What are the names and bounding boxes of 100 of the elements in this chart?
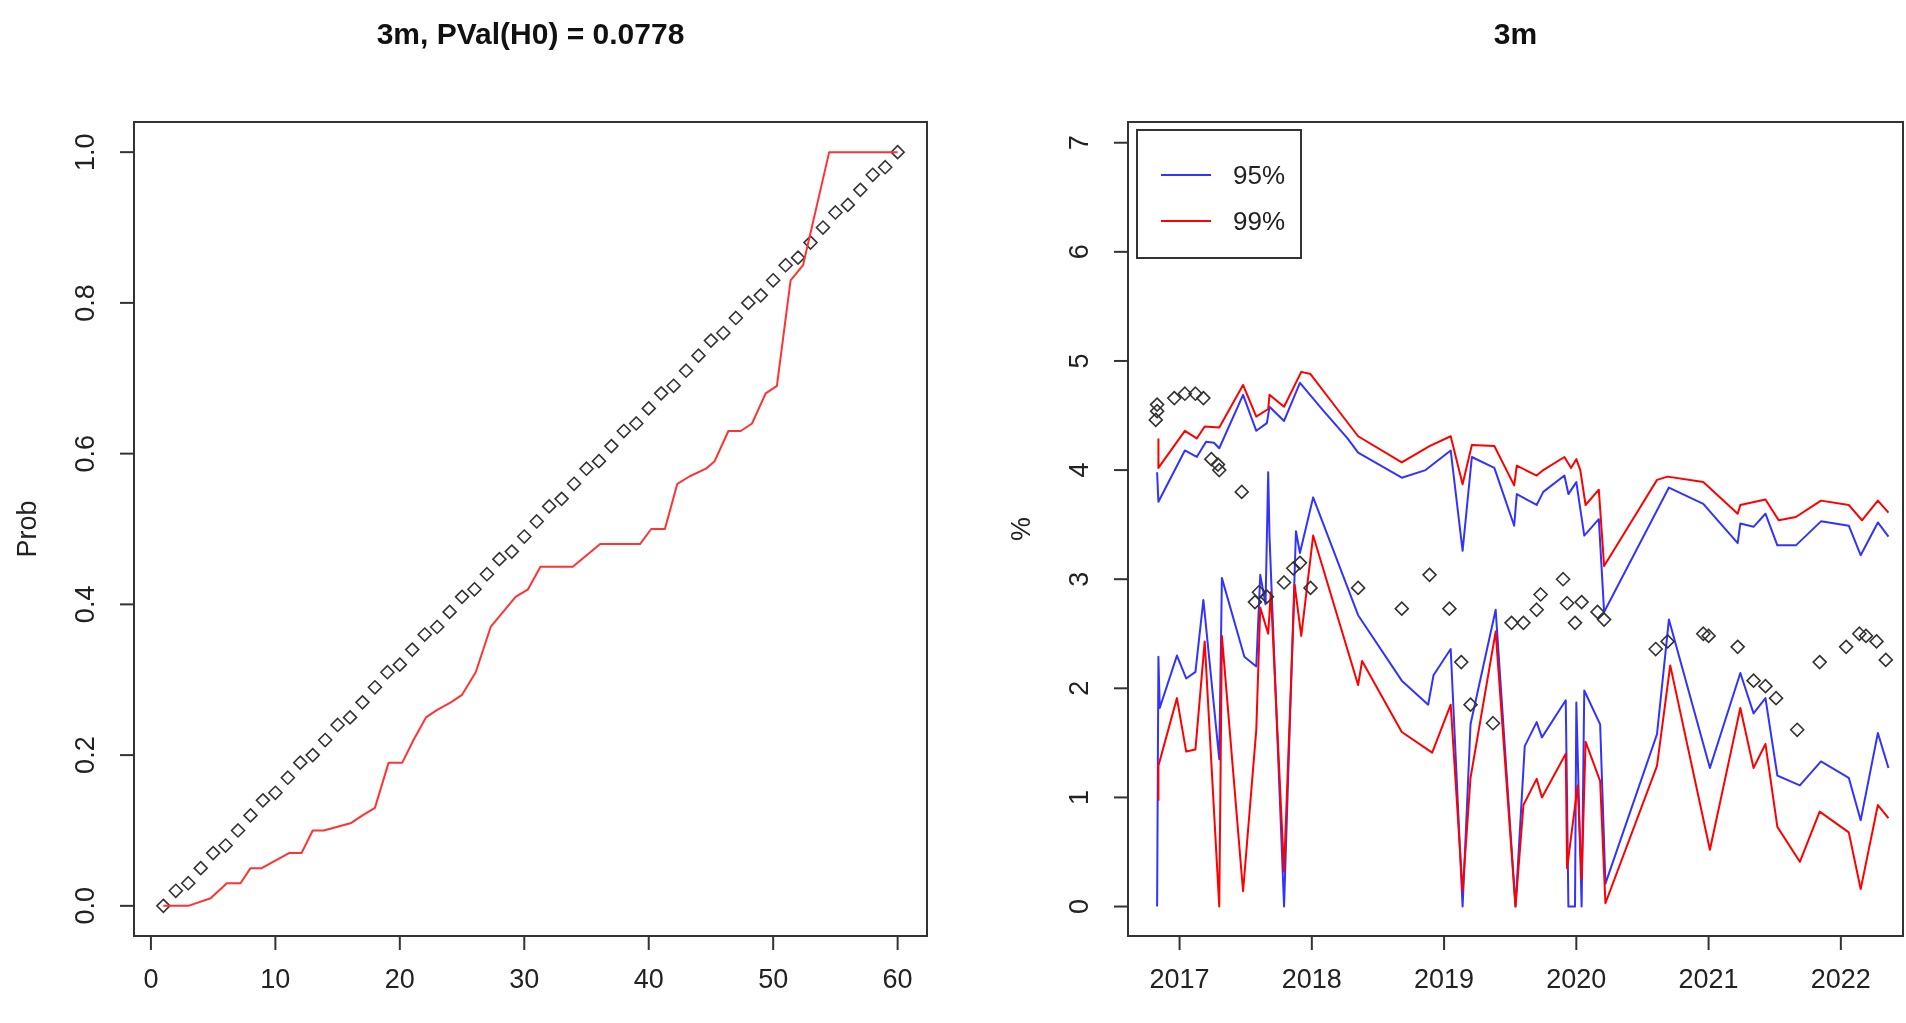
point [1746, 673, 1761, 688]
point [516, 529, 532, 544]
x-tick-label: 2021 [1678, 964, 1739, 994]
point [1730, 639, 1745, 655]
point [330, 717, 345, 733]
y-tick-label: 6 [1064, 244, 1094, 260]
y-tick-label: 4 [1064, 462, 1094, 478]
x-tick-label: 2022 [1810, 964, 1871, 994]
point [1177, 386, 1193, 401]
x-tick-label: 50 [758, 964, 789, 994]
point [1596, 612, 1612, 627]
point [467, 582, 482, 597]
point [1442, 601, 1457, 616]
point [678, 363, 694, 379]
point [1149, 397, 1165, 412]
point [1292, 555, 1308, 571]
point [392, 657, 408, 672]
point [442, 604, 457, 620]
point [1696, 626, 1711, 642]
point [1555, 571, 1571, 587]
point [1251, 584, 1267, 600]
point [1516, 615, 1531, 631]
point [417, 627, 433, 642]
point [803, 235, 818, 250]
y-tick-label: 0.6 [70, 434, 100, 473]
point [255, 793, 271, 808]
y-axis-title: % [1006, 516, 1036, 542]
point [1533, 587, 1548, 602]
y-tick-label: 0.0 [70, 887, 100, 925]
point [479, 566, 495, 582]
point [1188, 386, 1203, 401]
point [1210, 457, 1226, 472]
point [1196, 390, 1211, 406]
point [1204, 451, 1219, 467]
point [641, 401, 657, 416]
point [1574, 594, 1589, 610]
x-tick-label: 2017 [1149, 964, 1210, 994]
point [765, 272, 781, 288]
point [1166, 390, 1182, 406]
legend-label: 95% [1233, 160, 1286, 191]
point [541, 499, 557, 514]
point [877, 159, 893, 175]
point [1852, 626, 1867, 642]
point [1812, 654, 1827, 670]
y-tick-label: 2 [1064, 680, 1094, 696]
point [1422, 567, 1437, 583]
chart-title: 3m, PVal(H0) = 0.0778 [376, 17, 685, 50]
point [1259, 589, 1275, 604]
point [1768, 690, 1784, 706]
point [504, 544, 520, 559]
point [852, 182, 868, 198]
x-tick-label: 30 [509, 964, 540, 994]
y-tick-label: 0.4 [70, 585, 100, 624]
y-tick-label: 0 [1064, 899, 1094, 915]
point [1590, 604, 1605, 620]
point [1247, 594, 1263, 610]
point [492, 551, 507, 567]
point [180, 875, 196, 891]
point [193, 860, 209, 876]
point [355, 695, 370, 710]
point [554, 491, 569, 507]
point [728, 310, 744, 326]
point [1567, 615, 1583, 631]
point [840, 197, 856, 213]
point [529, 514, 545, 529]
point [1149, 403, 1165, 419]
point [1701, 628, 1716, 644]
point [1303, 580, 1318, 596]
point [1648, 641, 1663, 657]
point [1504, 615, 1519, 631]
point [317, 732, 333, 748]
y-tick-label: 7 [1064, 135, 1094, 151]
point [890, 144, 905, 160]
point [666, 378, 681, 394]
y-tick-label: 1 [1064, 789, 1094, 805]
point [243, 808, 258, 823]
chart-title: 3m [1493, 17, 1538, 50]
point [168, 883, 184, 899]
point [566, 476, 582, 492]
point [815, 220, 831, 235]
point [230, 823, 246, 838]
x-tick-label: 2020 [1546, 964, 1607, 994]
point [1394, 601, 1410, 616]
point [1148, 412, 1164, 428]
x-tick-label: 10 [260, 964, 291, 994]
x-tick-label: 60 [882, 964, 913, 994]
point [1559, 595, 1575, 611]
point [1758, 678, 1773, 694]
point [454, 589, 470, 605]
point [1878, 652, 1894, 668]
point [305, 747, 321, 763]
point [604, 438, 619, 454]
point [1660, 634, 1675, 649]
point [1789, 722, 1805, 738]
point [268, 785, 283, 801]
point [280, 770, 296, 786]
point [1869, 634, 1884, 649]
point [691, 348, 706, 363]
y-axis-title: Prob [12, 500, 42, 558]
point [579, 461, 594, 476]
